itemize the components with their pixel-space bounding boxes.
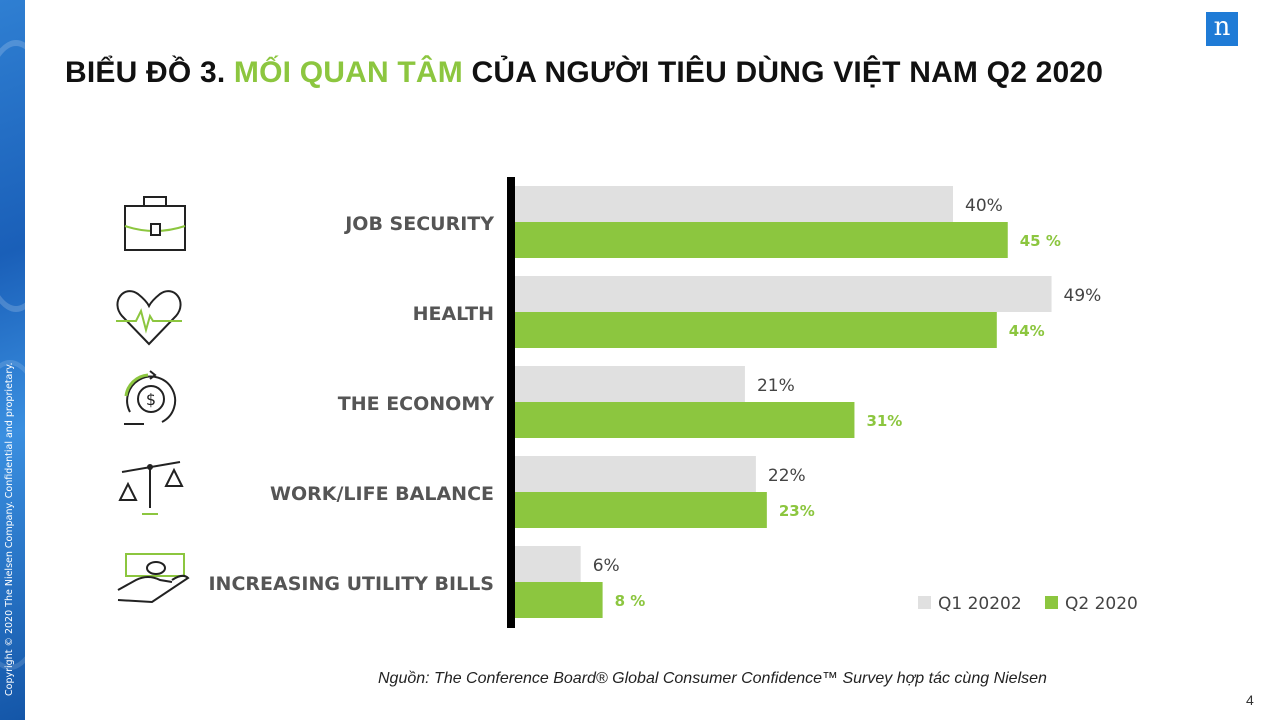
bar-q1 xyxy=(515,186,953,222)
bar-q2 xyxy=(515,402,855,438)
bar-q2 xyxy=(515,582,603,618)
category-label: JOB SECURITY xyxy=(343,213,494,235)
bar-q1 xyxy=(515,276,1052,312)
legend-swatch xyxy=(918,596,931,609)
data-label-q2: 45 % xyxy=(1020,232,1061,250)
bar-q2 xyxy=(515,312,997,348)
nielsen-logo: n xyxy=(1206,12,1238,46)
bar-q2 xyxy=(515,222,1008,258)
title-accent: MỐI QUAN TÂM xyxy=(233,56,463,89)
data-label-q1: 49% xyxy=(1064,286,1102,306)
bar-q2 xyxy=(515,492,767,528)
data-label-q2: 23% xyxy=(779,502,815,520)
page-title: BIỂU ĐỒ 3. MỐI QUAN TÂM CỦA NGƯỜI TIÊU D… xyxy=(65,56,1103,90)
title-suffix: CỦA NGƯỜI TIÊU DÙNG VIỆT NAM Q2 2020 xyxy=(462,56,1104,89)
copyright-notice: Copyright © 2020 The Nielsen Company. Co… xyxy=(4,362,15,696)
title-prefix: BIỂU ĐỒ 3. xyxy=(65,56,234,89)
data-label-q1: 22% xyxy=(768,466,806,486)
briefcase-icon xyxy=(124,196,186,251)
category-label: HEALTH xyxy=(413,303,494,325)
page-number: 4 xyxy=(1246,692,1254,708)
category-label: INCREASING UTILITY BILLS xyxy=(208,573,494,595)
left-decorative-strip xyxy=(0,0,25,720)
legend-label: Q1 20202 xyxy=(938,594,1022,614)
bar-q1 xyxy=(515,366,745,402)
source-note: Nguồn: The Conference Board® Global Cons… xyxy=(378,670,1047,687)
data-label-q1: 21% xyxy=(757,376,795,396)
data-label-q2: 31% xyxy=(866,412,902,430)
bar-q1 xyxy=(515,456,756,492)
category-label: THE ECONOMY xyxy=(338,393,494,415)
data-label-q2: 44% xyxy=(1009,322,1045,340)
data-label-q1: 40% xyxy=(965,196,1003,216)
data-label-q1: 6% xyxy=(593,556,620,576)
y-axis-line xyxy=(507,177,515,628)
bar-q1 xyxy=(515,546,581,582)
heart-pulse-icon xyxy=(116,290,182,346)
svg-text:$: $ xyxy=(146,390,156,409)
legend-swatch xyxy=(1045,596,1058,609)
legend-label: Q2 2020 xyxy=(1065,594,1138,614)
dollar-cycle-icon: $ xyxy=(124,370,177,425)
hand-money-icon xyxy=(117,553,190,604)
balance-scale-icon xyxy=(118,461,184,515)
data-label-q2: 8 % xyxy=(615,592,646,610)
category-label: WORK/LIFE BALANCE xyxy=(270,483,494,505)
